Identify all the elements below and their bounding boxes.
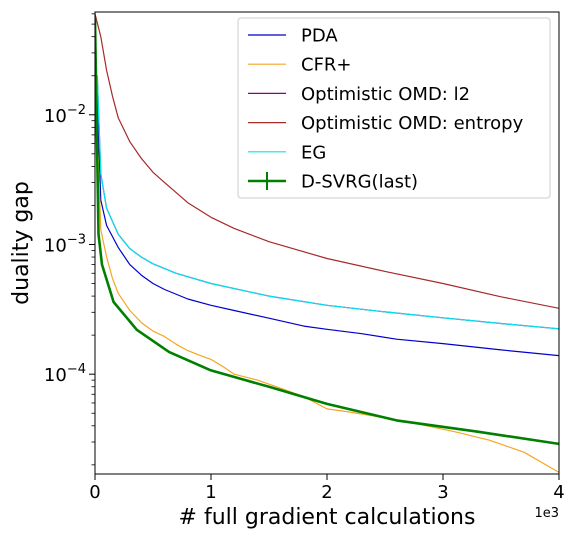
y-axis-label: duality gap [9, 181, 34, 305]
x-axis-offset-text: 1e3 [534, 506, 559, 521]
x-axis-label: # full gradient calculations [179, 505, 476, 530]
legend-label-d-svrg-last: D-SVRG(last) [301, 172, 418, 193]
series-line-optimistic-omd-entropy [95, 13, 559, 309]
y-tick-label: 10−3 [44, 232, 86, 256]
x-tick-label: 2 [321, 482, 332, 503]
legend-label-eg: EG [301, 142, 326, 163]
x-tick-label: 0 [89, 482, 100, 503]
series-line-d-svrg-last [95, 18, 559, 446]
legend-label-cfr: CFR+ [301, 55, 352, 76]
x-tick-label: 4 [553, 482, 564, 503]
ticks-layer: 0 1 2 3 4 10−4 10−3 10−2 [44, 13, 565, 503]
legend-label-optimistic-omd-l2: Optimistic OMD: l2 [301, 84, 470, 105]
series-line-eg [96, 75, 559, 330]
legend: PDA CFR+ Optimistic OMD: l2 Optimistic OMD:… [237, 17, 551, 199]
y-tick-label: 10−4 [44, 362, 86, 386]
series-layer [95, 13, 559, 473]
series-line-pda [96, 104, 559, 357]
x-tick-label: 3 [437, 482, 448, 503]
legend-label-optimistic-omd-entropy: Optimistic OMD: entropy [301, 113, 524, 134]
legend-frame [237, 17, 551, 199]
y-tick-label: 10−2 [44, 103, 86, 127]
x-tick-label: 1 [205, 482, 216, 503]
legend-label-pda: PDA [301, 26, 338, 47]
